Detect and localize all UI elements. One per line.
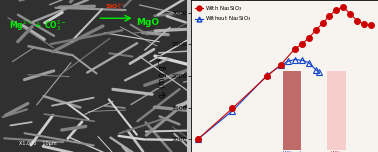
Text: X1,000    10μm: X1,000 10μm — [19, 141, 56, 146]
Text: Mg$^{2+}$ + CO$_3^{2-}$: Mg$^{2+}$ + CO$_3^{2-}$ — [9, 18, 67, 33]
Text: Without: Without — [282, 151, 302, 152]
Text: With: With — [331, 151, 342, 152]
Text: SiO$_3^{2-}$: SiO$_3^{2-}$ — [105, 1, 125, 12]
Bar — [327, 71, 346, 150]
Bar — [283, 71, 301, 150]
Legend: With Na$_2$SiO$_3$, Without Na$_2$SiO$_3$: With Na$_2$SiO$_3$, Without Na$_2$SiO$_3… — [194, 3, 253, 24]
Y-axis label: $q_{e}$ (mg g$^{-1}$): $q_{e}$ (mg g$^{-1}$) — [155, 53, 170, 99]
Text: MgO: MgO — [136, 18, 160, 27]
